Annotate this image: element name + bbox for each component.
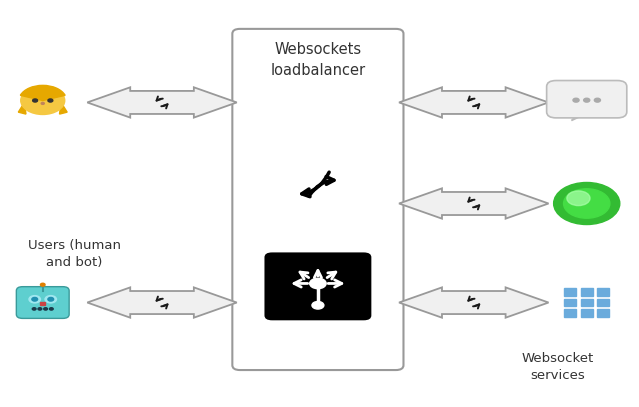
Circle shape: [38, 308, 42, 310]
Polygon shape: [59, 103, 67, 114]
Circle shape: [312, 302, 324, 309]
Circle shape: [48, 99, 53, 102]
Circle shape: [29, 295, 40, 303]
Circle shape: [20, 87, 65, 114]
FancyBboxPatch shape: [546, 81, 627, 118]
Circle shape: [33, 308, 36, 310]
Circle shape: [42, 103, 44, 104]
Circle shape: [32, 298, 38, 301]
Bar: [597, 309, 610, 317]
Bar: [597, 288, 610, 296]
Bar: [581, 309, 593, 317]
Polygon shape: [399, 287, 548, 318]
Bar: [40, 302, 45, 305]
Circle shape: [33, 99, 38, 102]
Circle shape: [594, 98, 601, 102]
Polygon shape: [399, 188, 548, 219]
Bar: [564, 288, 576, 296]
Bar: [597, 299, 610, 306]
FancyBboxPatch shape: [265, 252, 371, 320]
Circle shape: [564, 189, 610, 218]
Polygon shape: [88, 287, 237, 318]
Text: Websockets
loadbalancer: Websockets loadbalancer: [271, 42, 366, 78]
Polygon shape: [19, 103, 26, 114]
Bar: [581, 288, 593, 296]
Circle shape: [49, 308, 53, 310]
Text: Websocket
services: Websocket services: [522, 352, 594, 382]
Polygon shape: [88, 87, 237, 118]
Circle shape: [583, 98, 590, 102]
Wedge shape: [20, 85, 65, 101]
Text: Users (human
and bot): Users (human and bot): [28, 239, 121, 269]
Circle shape: [553, 182, 620, 225]
Circle shape: [43, 308, 47, 310]
FancyBboxPatch shape: [17, 287, 69, 318]
Bar: [564, 309, 576, 317]
Circle shape: [573, 98, 579, 102]
Polygon shape: [571, 112, 590, 120]
Circle shape: [48, 298, 54, 301]
Bar: [581, 299, 593, 306]
Circle shape: [40, 283, 45, 286]
Polygon shape: [399, 87, 548, 118]
Circle shape: [310, 278, 326, 289]
Circle shape: [567, 191, 590, 206]
Circle shape: [45, 295, 56, 303]
Bar: [564, 299, 576, 306]
FancyBboxPatch shape: [233, 29, 403, 370]
